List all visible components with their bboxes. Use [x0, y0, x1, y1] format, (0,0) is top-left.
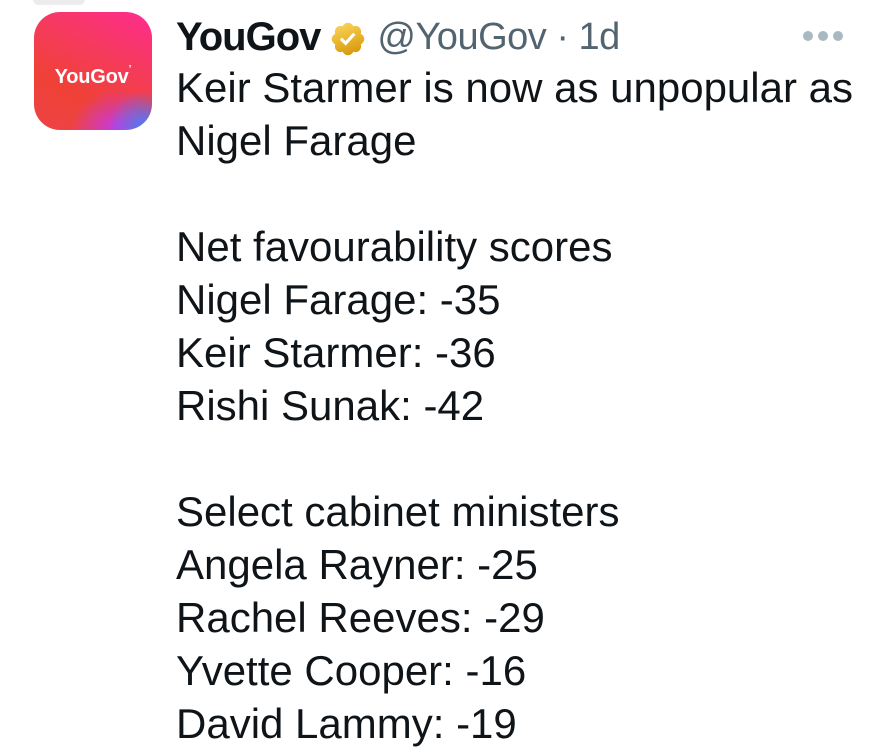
ellipsis-icon — [833, 31, 843, 41]
ellipsis-icon — [803, 31, 813, 41]
avatar-logo-text: YouGov — [54, 66, 129, 88]
more-button[interactable] — [799, 27, 847, 45]
tweet-text-line: Keir Starmer is now as unpopular as — [176, 64, 853, 111]
avatar-logo: YouGov ’ — [54, 55, 132, 88]
avatar-trademark-mark: ’ — [128, 64, 132, 75]
author-name[interactable]: YouGov — [176, 14, 321, 59]
tweet-text-line: Nigel Farage — [176, 117, 417, 164]
tweet-text-line: Angela Rayner: -25 — [176, 541, 538, 588]
tweet-text-line — [176, 167, 878, 220]
tweet-text-line: David Lammy: -19 — [176, 700, 517, 747]
tweet-text-line: Select cabinet ministers — [176, 488, 620, 535]
tweet-text-line: Rachel Reeves: -29 — [176, 594, 545, 641]
author-handle-and-time[interactable]: @YouGov · 1d — [377, 15, 620, 58]
tweet-body: Keir Starmer is now as unpopular as Nigel… — [176, 61, 878, 750]
tweet-text-line: Net favourability scores — [176, 223, 613, 270]
avatar[interactable]: YouGov ’ — [34, 12, 152, 130]
tweet-text-line: Nigel Farage: -35 — [176, 276, 501, 323]
tweet-text-line: Keir Starmer: -36 — [176, 329, 496, 376]
ellipsis-icon — [818, 31, 828, 41]
tweet-text-line — [176, 432, 878, 485]
cropped-element-remnant — [33, 0, 85, 5]
gold-verified-badge-icon[interactable] — [329, 20, 367, 58]
tweet-text-line: Rishi Sunak: -42 — [176, 382, 485, 429]
tweet-header: YouGov @YouGov · 1d — [176, 14, 620, 60]
tweet-text-line: Yvette Cooper: -16 — [176, 647, 527, 694]
